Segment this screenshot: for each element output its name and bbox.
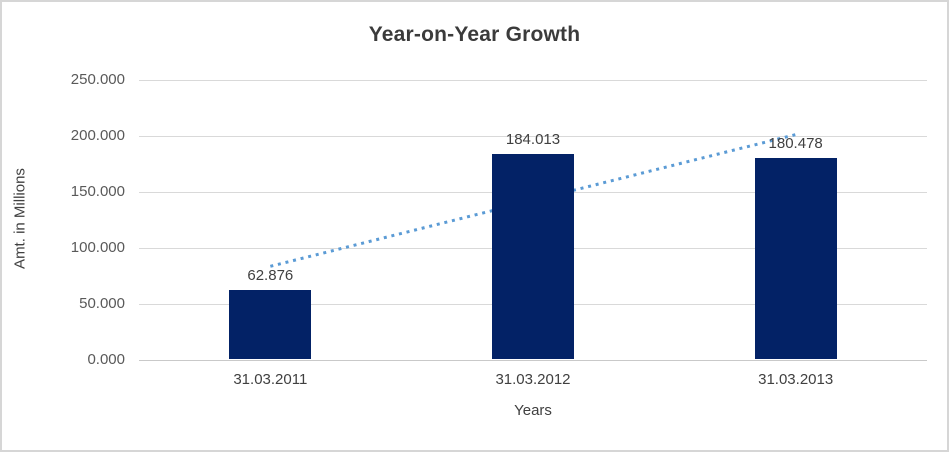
- y-tick-label: 250.000: [70, 71, 125, 88]
- bar-31.03.2013: [754, 157, 837, 359]
- y-tick-label: 0.000: [87, 351, 125, 368]
- y-tick-label: 100.000: [70, 239, 125, 256]
- bar-31.03.2012: [492, 153, 574, 359]
- x-axis-title: Years: [514, 402, 552, 419]
- y-tick-label: 150.000: [70, 183, 125, 200]
- bar-value-label: 180.478: [768, 134, 823, 152]
- chart-title: Year-on-Year Growth: [368, 23, 581, 46]
- y-tick-label: 50.000: [79, 295, 125, 312]
- y-tick-label: 200.000: [70, 127, 125, 144]
- x-axis-line: [139, 359, 927, 361]
- y-axis-title: Amt. in Millions: [11, 168, 29, 269]
- x-tick-label: 31.03.2011: [233, 371, 308, 388]
- bar-value-label: 184.013: [505, 130, 561, 148]
- x-tick-label: 31.03.2012: [495, 371, 571, 388]
- bar-value-label: 62.876: [247, 266, 294, 284]
- bar-31.03.2011: [229, 289, 312, 359]
- x-tick-label: 31.03.2013: [758, 371, 834, 388]
- gridline: [139, 79, 927, 81]
